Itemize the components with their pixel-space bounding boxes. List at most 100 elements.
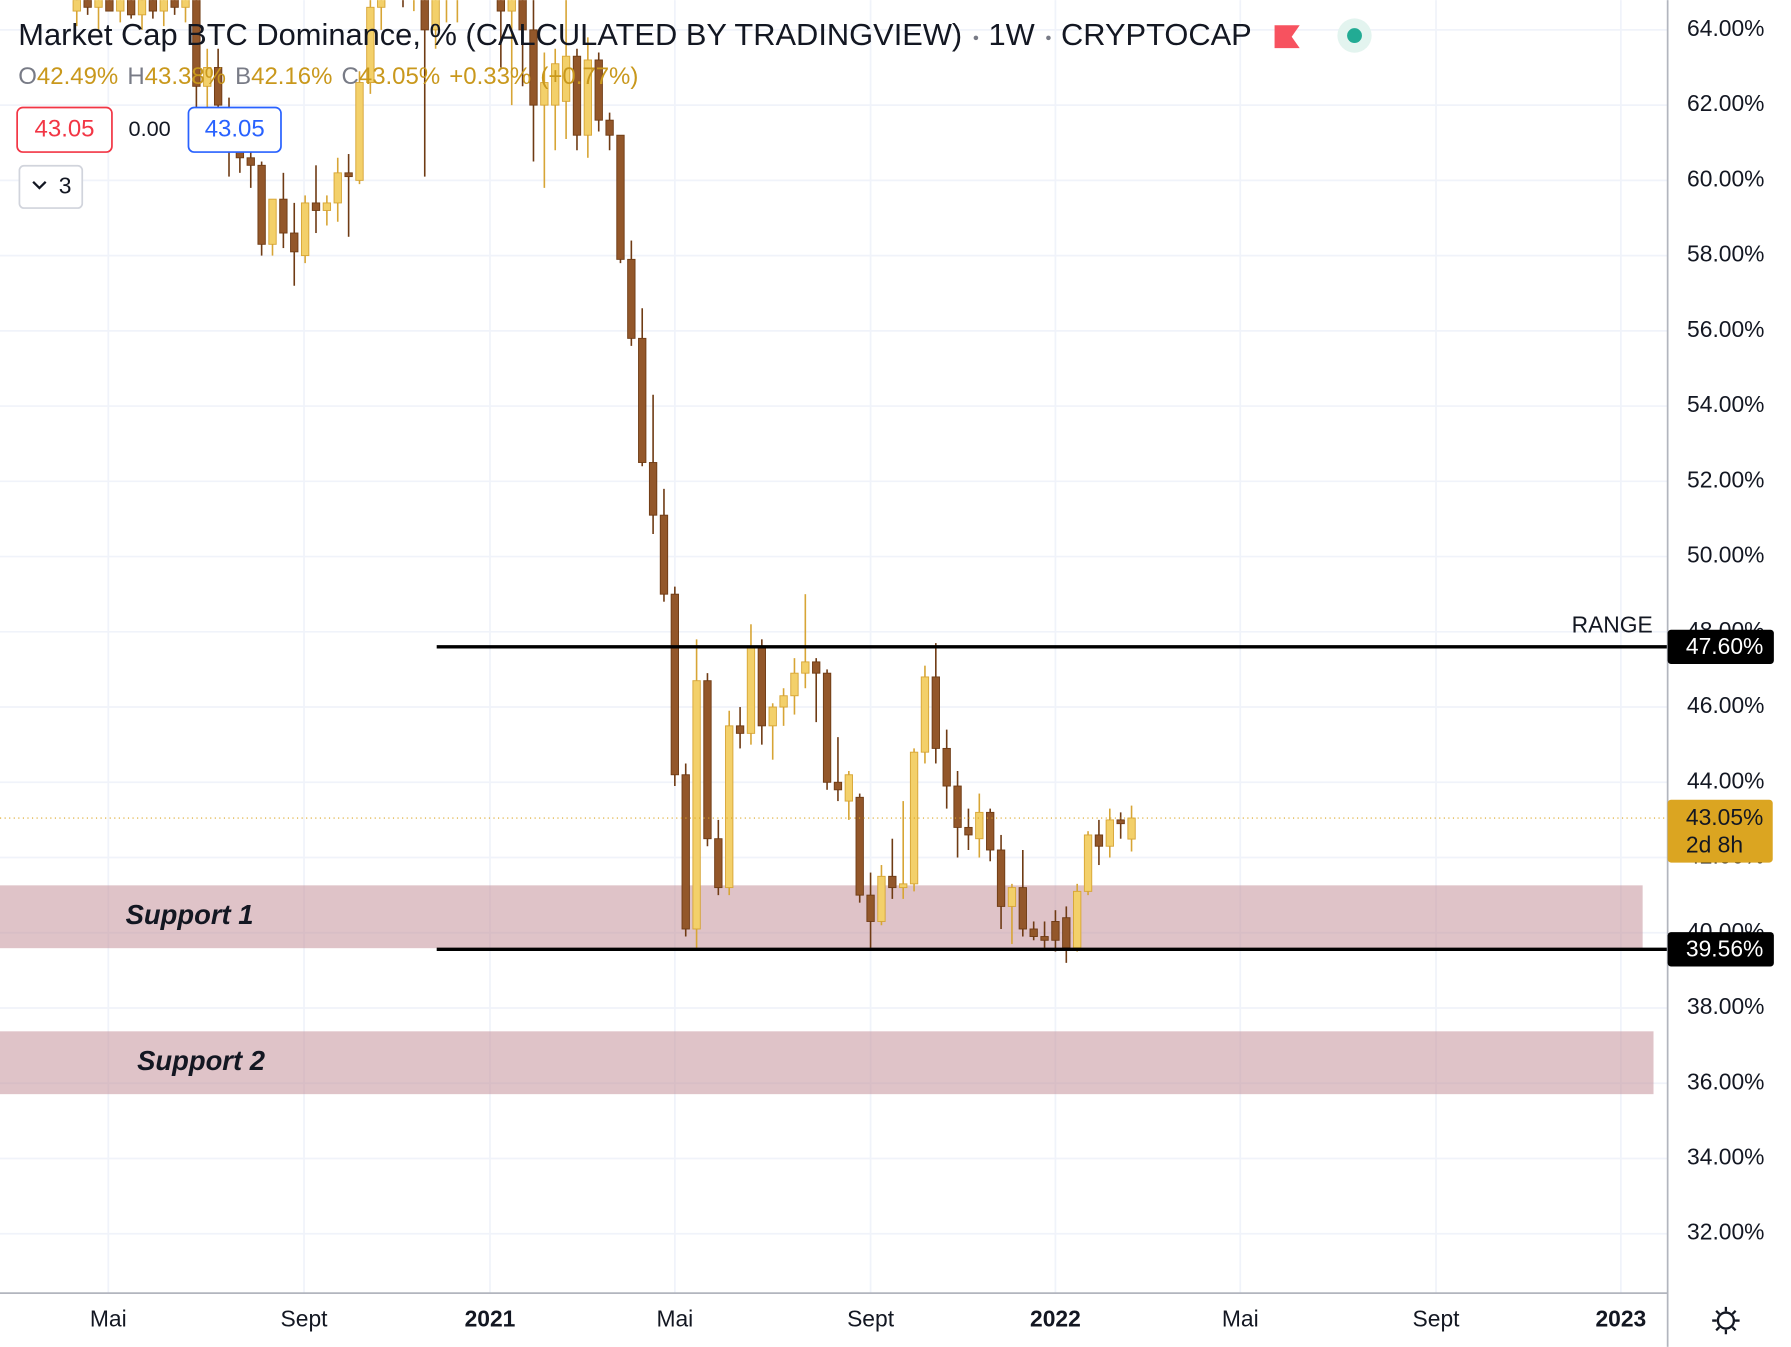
support-zone xyxy=(0,885,1643,949)
candle-body xyxy=(638,337,647,463)
candle xyxy=(638,308,647,467)
x-tick-label: 2022 xyxy=(1030,1306,1081,1332)
candle xyxy=(616,134,625,264)
exchange: CRYPTOCAP xyxy=(1061,17,1252,52)
candle-body xyxy=(572,55,582,136)
sell-price: 43.05 xyxy=(35,116,95,143)
x-tick-label: Mai xyxy=(1222,1306,1259,1332)
candle-body xyxy=(920,676,930,753)
candle-body xyxy=(681,774,690,930)
settings-icon[interactable] xyxy=(1712,1306,1740,1335)
legend-key: C xyxy=(342,63,359,90)
candle xyxy=(366,0,375,94)
candle xyxy=(681,763,690,937)
candle-body xyxy=(322,202,332,211)
candle-body xyxy=(268,198,277,245)
candle-body xyxy=(931,676,940,749)
candle-body xyxy=(507,0,516,12)
candle xyxy=(94,0,103,30)
chevron-icon xyxy=(32,180,47,190)
candle-body xyxy=(735,725,745,734)
candle-body xyxy=(83,0,92,8)
flag-icon[interactable] xyxy=(1274,25,1300,49)
last-price-tag xyxy=(1667,799,1773,863)
candle xyxy=(355,71,364,185)
candle-body xyxy=(594,59,603,121)
candle xyxy=(192,0,201,113)
candle xyxy=(1105,808,1114,858)
candle xyxy=(518,0,527,87)
candle-body xyxy=(279,198,288,234)
candle-body xyxy=(877,875,886,922)
legend-key: B xyxy=(235,63,251,90)
candle-body xyxy=(496,0,506,12)
candle-body xyxy=(1083,834,1093,892)
candle-body xyxy=(116,0,125,12)
candle-body xyxy=(366,6,375,84)
candle xyxy=(148,0,158,19)
candle-body xyxy=(975,811,984,840)
candle xyxy=(986,808,995,862)
candle-body xyxy=(159,0,168,12)
buy-box[interactable] xyxy=(187,106,282,153)
candle xyxy=(768,703,777,760)
candle-body xyxy=(1007,887,1017,907)
candle-body xyxy=(300,202,310,257)
candle xyxy=(812,658,821,723)
candle-body xyxy=(213,67,223,106)
gear-ring xyxy=(1716,1311,1736,1330)
candle xyxy=(1040,921,1049,948)
sell-box[interactable] xyxy=(16,106,113,153)
legend-value: 43.38% xyxy=(145,63,226,90)
candle-body xyxy=(181,0,190,8)
last-price-label: 43.05% xyxy=(1686,804,1763,830)
candle-body xyxy=(844,774,853,802)
price-tag xyxy=(1667,629,1774,664)
candle-body xyxy=(659,514,669,595)
candle xyxy=(311,165,321,234)
candle-body xyxy=(899,883,908,889)
x-tick-label: Sept xyxy=(281,1306,329,1332)
legend-value: 42.16% xyxy=(251,63,332,90)
candle xyxy=(605,112,614,151)
candle-body xyxy=(355,82,364,181)
candle xyxy=(1029,921,1038,941)
status-dot xyxy=(1347,28,1362,43)
candle-body xyxy=(333,172,342,204)
candle-body xyxy=(757,646,766,727)
y-tick-label: 34.00% xyxy=(1687,1144,1764,1170)
candle-body xyxy=(1018,887,1027,930)
candle xyxy=(1051,910,1060,952)
y-tick-label: 54.00% xyxy=(1687,391,1764,417)
candle-body xyxy=(420,0,429,31)
candle-body xyxy=(833,781,843,791)
candle-body xyxy=(648,462,658,516)
candle xyxy=(1116,812,1125,839)
candle-body xyxy=(953,785,962,828)
candle xyxy=(692,639,701,948)
indicator-count: 3 xyxy=(59,173,72,199)
legend-change: +0.33% xyxy=(449,63,531,90)
candle xyxy=(420,0,429,177)
candle xyxy=(725,710,734,896)
candle-body xyxy=(714,838,723,889)
candle-body xyxy=(290,232,299,253)
line-annotation: RANGE xyxy=(1572,611,1653,637)
y-tick-label: 52.00% xyxy=(1687,466,1764,492)
candle xyxy=(1127,805,1136,852)
candle xyxy=(377,0,386,30)
candle xyxy=(735,707,745,749)
candle xyxy=(996,834,1006,929)
candle-body xyxy=(1116,819,1125,825)
candle xyxy=(648,394,658,534)
candle-body xyxy=(203,67,212,87)
x-tick-label: Sept xyxy=(1413,1306,1461,1332)
separator-dot xyxy=(973,35,979,41)
indicator-toggle[interactable] xyxy=(18,164,84,209)
legend-key: H xyxy=(127,63,144,90)
candle xyxy=(1083,831,1093,896)
candle xyxy=(801,594,810,689)
candle xyxy=(290,202,299,286)
candle-body xyxy=(72,0,81,12)
